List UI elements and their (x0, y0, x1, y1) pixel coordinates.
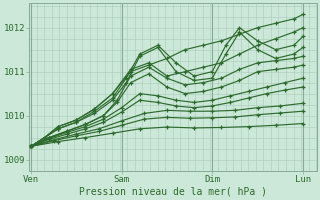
X-axis label: Pression niveau de la mer( hPa ): Pression niveau de la mer( hPa ) (79, 187, 267, 197)
